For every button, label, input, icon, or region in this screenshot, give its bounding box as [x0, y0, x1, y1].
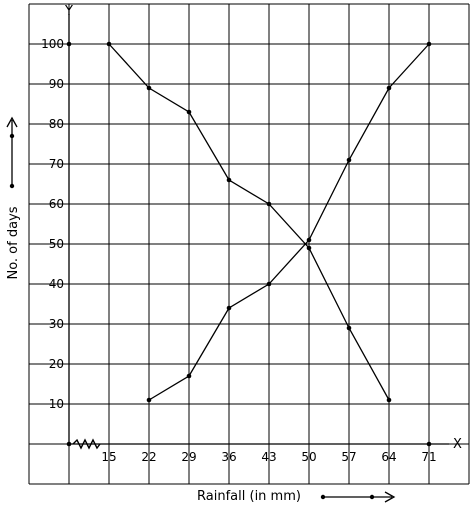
data-point-series-1 [306, 245, 312, 251]
x-tick-label: 15 [101, 450, 116, 464]
x-axis-letter: X [453, 437, 462, 452]
y-direction-arrow-icon [6, 116, 18, 189]
x-tick-label: 43 [261, 450, 276, 464]
data-point-series-1 [146, 85, 152, 91]
x-tick-label: 64 [381, 450, 396, 464]
y-tick-label: 40 [49, 277, 64, 291]
data-point-series-2 [426, 41, 432, 47]
x-tick-label: 50 [301, 450, 316, 464]
series-line-2 [148, 43, 430, 401]
x-tick-label: 29 [181, 450, 196, 464]
data-points [106, 41, 432, 403]
x-axis-end-point [426, 441, 432, 447]
y-tick-label: 20 [49, 357, 64, 371]
tick-labels: 15 22 29 36 43 50 57 64 71 10 20 30 40 50 60 70 80 90 100 [41, 37, 437, 464]
axes [66, 14, 449, 450]
x-axis-break-icon [72, 438, 101, 450]
y-tick-label: 60 [49, 197, 64, 211]
series-lines [108, 43, 430, 401]
data-point-series-2 [386, 85, 392, 91]
y-tick-label: 30 [49, 317, 64, 331]
x-tick-label: 57 [341, 450, 356, 464]
y-tick-label: 50 [49, 237, 64, 251]
y-tick-label: 10 [49, 397, 64, 411]
y-tick-label: 90 [49, 77, 64, 91]
series-line-1 [108, 43, 390, 401]
x-tick-label: 71 [421, 450, 436, 464]
data-point-series-2 [306, 237, 312, 243]
data-point-series-1 [226, 177, 232, 183]
y-axis-label: No. of days [6, 206, 21, 279]
x-tick-label: 36 [221, 450, 236, 464]
y-tick-label: 70 [49, 157, 64, 171]
y-axis-end-point [66, 41, 72, 47]
data-point-series-2 [346, 157, 352, 163]
data-point-series-2 [186, 373, 192, 379]
data-point-series-1 [106, 41, 112, 47]
data-point-series-1 [346, 325, 352, 331]
y-tick-label: 80 [49, 117, 64, 131]
grid [28, 3, 470, 485]
data-point-series-2 [266, 281, 272, 287]
data-point-series-1 [386, 397, 392, 403]
y-axis-letter: Y [64, 4, 73, 19]
data-point-series-1 [186, 109, 192, 115]
origin-point [66, 441, 72, 447]
x-direction-arrow-icon [320, 491, 396, 503]
data-point-series-2 [226, 305, 232, 311]
y-tick-label: 100 [41, 37, 64, 51]
x-axis-label: Rainfall (in mm) [197, 489, 301, 504]
data-point-series-1 [266, 201, 272, 207]
x-tick-label: 22 [141, 450, 156, 464]
data-point-series-2 [146, 397, 152, 403]
